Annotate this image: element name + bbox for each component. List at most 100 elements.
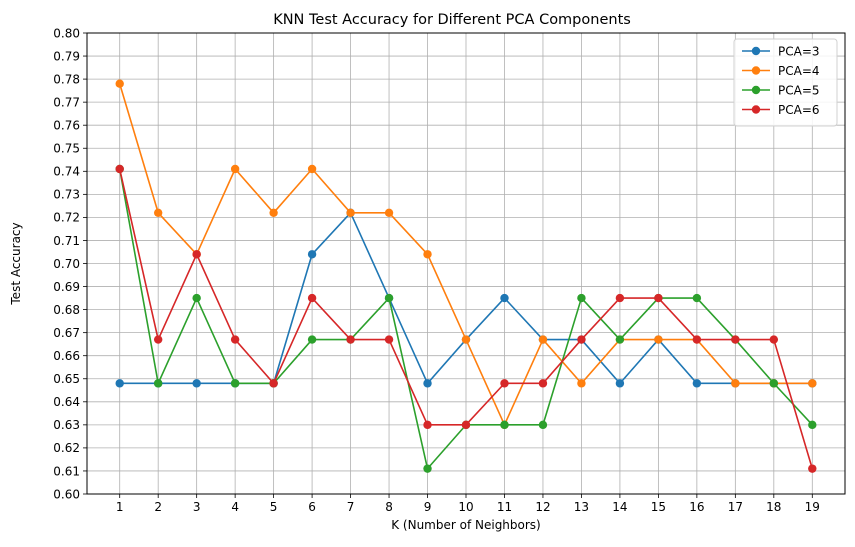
x-tick-label: 4	[231, 500, 239, 514]
x-tick-label: 10	[458, 500, 473, 514]
legend-item: PCA=3	[742, 44, 820, 58]
data-point	[384, 208, 394, 217]
data-point	[577, 379, 586, 388]
data-point	[192, 379, 201, 388]
grid-lines	[87, 32, 845, 495]
data-point	[654, 293, 663, 303]
y-tick-label: 0.72	[53, 211, 80, 225]
data-point	[115, 379, 124, 388]
chart-title: KNN Test Accuracy for Different PCA Comp…	[273, 12, 631, 28]
data-point	[769, 335, 779, 344]
data-point	[808, 464, 817, 473]
data-point	[269, 208, 278, 217]
data-point	[615, 293, 625, 303]
data-point	[423, 464, 432, 473]
x-tick-label: 18	[766, 500, 781, 514]
series-layer	[115, 79, 817, 473]
data-point	[615, 335, 625, 344]
data-point	[115, 79, 124, 88]
legend: PCA=3 PCA=4 PCA=5 PCA=6	[733, 38, 838, 127]
data-point	[307, 164, 317, 174]
data-point	[153, 208, 163, 217]
y-tick-label: 0.76	[53, 119, 80, 133]
legend-marker	[751, 85, 761, 95]
data-point	[307, 335, 317, 344]
legend-box	[733, 38, 838, 127]
y-axis-ticks: 0.60 0.61 0.62 0.63 0.64 0.65 0.66 0.67 0.68 0.69…	[53, 26, 87, 501]
y-tick-label: 0.62	[53, 441, 80, 455]
y-tick-label: 0.70	[53, 257, 80, 271]
data-point	[115, 164, 124, 174]
data-point	[808, 420, 817, 430]
legend-marker	[751, 66, 761, 75]
legend-label: PCA=5	[778, 83, 820, 97]
legend-marker	[751, 46, 761, 56]
y-tick-label: 0.77	[53, 95, 80, 109]
data-point	[423, 420, 432, 430]
data-point	[615, 379, 625, 388]
legend-item: PCA=6	[742, 103, 820, 117]
data-point	[423, 379, 432, 388]
y-tick-label: 0.65	[53, 372, 80, 386]
x-tick-label: 16	[689, 500, 704, 514]
data-point	[384, 335, 394, 344]
data-point	[692, 293, 702, 303]
data-point	[538, 335, 548, 344]
data-point	[500, 420, 509, 430]
data-point	[192, 250, 201, 259]
x-tick-label: 3	[193, 500, 201, 514]
y-tick-label: 0.80	[53, 26, 80, 40]
data-point	[769, 379, 779, 388]
legend-label: PCA=4	[778, 64, 820, 78]
x-tick-label: 14	[612, 500, 627, 514]
x-tick-label: 12	[535, 500, 550, 514]
data-point	[346, 335, 355, 344]
y-tick-label: 0.78	[53, 72, 80, 86]
data-point	[500, 293, 509, 303]
y-tick-label: 0.63	[53, 418, 80, 432]
data-point	[153, 379, 163, 388]
data-point	[461, 335, 471, 344]
legend-marker	[751, 105, 761, 114]
y-tick-label: 0.66	[53, 349, 80, 363]
data-point	[692, 379, 702, 388]
data-point	[500, 379, 509, 388]
data-point	[538, 420, 548, 430]
data-point	[230, 335, 240, 344]
x-tick-label: 19	[805, 500, 820, 514]
y-tick-label: 0.69	[53, 280, 80, 294]
x-tick-label: 6	[308, 500, 316, 514]
x-tick-label: 2	[154, 500, 162, 514]
y-tick-label: 0.60	[53, 487, 80, 501]
data-point	[577, 293, 586, 303]
y-tick-label: 0.71	[53, 234, 80, 248]
y-tick-label: 0.61	[53, 464, 80, 478]
x-tick-label: 1	[116, 500, 124, 514]
legend-item: PCA=4	[742, 64, 820, 78]
data-point	[384, 293, 394, 303]
data-point	[346, 208, 355, 217]
y-tick-label: 0.79	[53, 49, 80, 63]
x-tick-label: 8	[385, 500, 393, 514]
y-tick-label: 0.67	[53, 326, 80, 340]
x-tick-label: 7	[347, 500, 355, 514]
data-point	[731, 379, 740, 388]
x-tick-label: 15	[651, 500, 666, 514]
data-point	[654, 335, 663, 344]
series-pca-6	[115, 164, 817, 473]
y-axis-label: Test Accuracy	[9, 222, 23, 305]
legend-label: PCA=6	[778, 103, 820, 117]
y-tick-label: 0.73	[53, 188, 80, 202]
x-tick-label: 17	[728, 500, 743, 514]
y-tick-label: 0.68	[53, 303, 80, 317]
data-point	[307, 293, 317, 303]
x-axis-label: K (Number of Neighbors)	[391, 518, 541, 532]
data-point	[269, 379, 278, 388]
data-point	[192, 293, 201, 303]
legend-label: PCA=3	[778, 44, 820, 58]
data-point	[230, 379, 240, 388]
data-point	[230, 164, 240, 174]
x-axis-ticks: 1 2 3 4 5 6 7 8 9 10 11 12 13 14 15 16 17 18 19	[116, 494, 820, 514]
data-point	[461, 420, 471, 430]
